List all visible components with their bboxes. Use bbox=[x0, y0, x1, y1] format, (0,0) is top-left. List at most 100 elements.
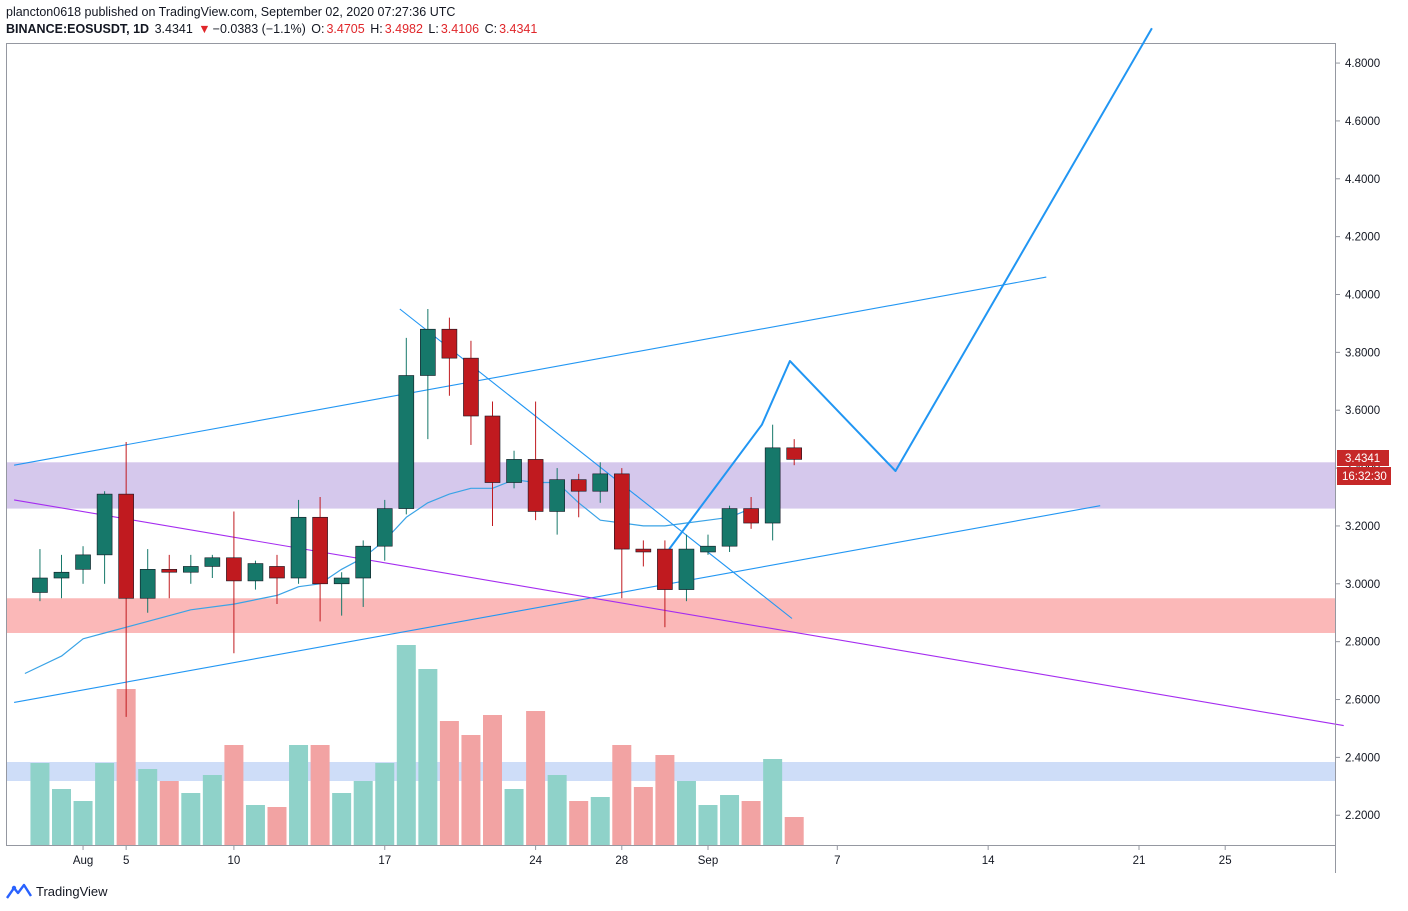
candle-body bbox=[613, 473, 630, 550]
published-text: plancton0618 published on TradingView.co… bbox=[6, 5, 456, 19]
lower-trendline[interactable] bbox=[14, 505, 1101, 703]
plot-frame bbox=[6, 43, 1336, 846]
price-tag-value: 3.4341 bbox=[1345, 453, 1380, 465]
y-tick-label: 3.2000 bbox=[1345, 521, 1380, 533]
symbol-label[interactable]: BINANCE:EOSUSDT, 1D bbox=[6, 22, 150, 36]
y-tick-label: 4.2000 bbox=[1345, 232, 1380, 244]
candle-body bbox=[635, 548, 652, 553]
purple-trendline[interactable] bbox=[14, 499, 1344, 727]
volume-bar bbox=[504, 789, 524, 845]
volume-bar bbox=[202, 775, 222, 845]
change-arrow-icon: ▼ bbox=[198, 22, 211, 36]
candle-body bbox=[657, 548, 673, 590]
countdown-value: 16:32:30 bbox=[1342, 471, 1387, 483]
volume-bar bbox=[289, 745, 309, 845]
open-value: 3.4705 bbox=[326, 22, 365, 36]
projection-path[interactable] bbox=[668, 27, 1153, 550]
volume-bar bbox=[181, 793, 201, 845]
countdown-box bbox=[1337, 467, 1391, 485]
volume-bar bbox=[224, 745, 244, 845]
volume-bar bbox=[612, 745, 632, 845]
volume-bar bbox=[655, 755, 675, 845]
volume-bar bbox=[116, 689, 136, 845]
time-axis[interactable]: Aug 5 10 17 24 28 Sep 7 14 21 25 bbox=[73, 845, 1232, 867]
candle-body bbox=[678, 548, 695, 590]
candle-body bbox=[53, 571, 70, 579]
candle-body bbox=[592, 473, 609, 492]
candle-body bbox=[32, 577, 48, 593]
candle-body bbox=[183, 566, 199, 573]
candle-body bbox=[376, 508, 393, 547]
candles-layer bbox=[32, 308, 803, 717]
y-tick-label: 3.8000 bbox=[1345, 347, 1380, 359]
volume-bar bbox=[741, 801, 761, 845]
price-tag: 3.4341 16:32:30 bbox=[1337, 450, 1391, 485]
price-chart[interactable]: 4.8000 4.6000 4.4000 4.2000 4.0000 3.8000 3.60… bbox=[0, 0, 1408, 880]
candle-body bbox=[506, 459, 522, 483]
candle-body bbox=[75, 554, 91, 570]
candle-body bbox=[527, 459, 544, 512]
x-tick-label: 7 bbox=[834, 855, 840, 867]
last-price: 3.4341 bbox=[154, 22, 193, 36]
candle-body bbox=[721, 508, 738, 547]
low-label: L: bbox=[428, 22, 439, 36]
candle-body bbox=[118, 493, 134, 599]
candle-body bbox=[484, 415, 501, 483]
volume-bar bbox=[159, 781, 179, 845]
x-tick-label: 14 bbox=[982, 855, 995, 867]
close-label: C: bbox=[484, 22, 498, 36]
volume-bar bbox=[763, 759, 783, 845]
x-tick-label: Sep bbox=[698, 855, 718, 867]
high-value: 3.4982 bbox=[384, 22, 423, 36]
y-tick-label: 3.6000 bbox=[1345, 405, 1380, 417]
open-label: O: bbox=[311, 22, 325, 36]
x-tick-label: 25 bbox=[1219, 855, 1232, 867]
candle-body bbox=[333, 577, 350, 585]
candle-body bbox=[312, 516, 328, 585]
volume-bar bbox=[73, 801, 93, 845]
y-tick-label: 4.8000 bbox=[1345, 58, 1380, 70]
upper-trendline[interactable] bbox=[14, 276, 1047, 466]
volume-bar bbox=[267, 807, 287, 845]
footer-brand[interactable]: TradingView bbox=[6, 882, 108, 900]
low-value: 3.4106 bbox=[440, 22, 480, 36]
volume-bar bbox=[95, 763, 115, 845]
y-tick-label: 4.4000 bbox=[1345, 174, 1380, 186]
candle-body bbox=[398, 375, 415, 509]
candle-body bbox=[139, 569, 156, 599]
y-tick-label: 2.2000 bbox=[1345, 810, 1380, 822]
volume-bar bbox=[332, 793, 352, 845]
volume-bar bbox=[784, 817, 804, 845]
ohlc-line: BINANCE:EOSUSDT, 1D 3.4341 ▼ −0.0383 (−1.… bbox=[6, 22, 539, 36]
drawings-layer[interactable] bbox=[14, 27, 1344, 727]
x-tick-label: 17 bbox=[378, 855, 391, 867]
volume-bar bbox=[30, 763, 50, 845]
volume-bar bbox=[590, 797, 610, 845]
volume-bar bbox=[138, 769, 158, 845]
candle-body bbox=[247, 563, 264, 582]
volume-bar bbox=[720, 795, 740, 845]
x-tick-label: 10 bbox=[228, 855, 241, 867]
moving-average-line[interactable] bbox=[24, 479, 752, 675]
volume-bar bbox=[569, 801, 589, 845]
price-tag-box bbox=[1337, 450, 1389, 466]
x-tick-label: 21 bbox=[1133, 855, 1146, 867]
candle-body bbox=[290, 516, 307, 579]
volume-bar bbox=[483, 715, 502, 845]
x-tick-label: Aug bbox=[73, 855, 93, 867]
candle-body bbox=[764, 447, 781, 524]
y-tick-label: 4.0000 bbox=[1345, 290, 1380, 302]
close-value: 3.4341 bbox=[499, 22, 538, 36]
candle-body bbox=[463, 357, 479, 417]
resistance-zone bbox=[7, 462, 1335, 509]
high-label: H: bbox=[370, 22, 383, 36]
x-tick-label: 24 bbox=[529, 855, 542, 867]
price-axis[interactable]: 4.8000 4.6000 4.4000 4.2000 4.0000 3.8000 3.60… bbox=[1335, 58, 1380, 822]
candle-body bbox=[355, 545, 372, 579]
candle-body bbox=[441, 328, 458, 359]
candle-body bbox=[549, 479, 565, 512]
x-tick-label: 5 bbox=[123, 855, 129, 867]
volume-bar bbox=[547, 775, 567, 845]
tradingview-logo-icon bbox=[6, 883, 32, 899]
volume-bar bbox=[633, 787, 653, 845]
